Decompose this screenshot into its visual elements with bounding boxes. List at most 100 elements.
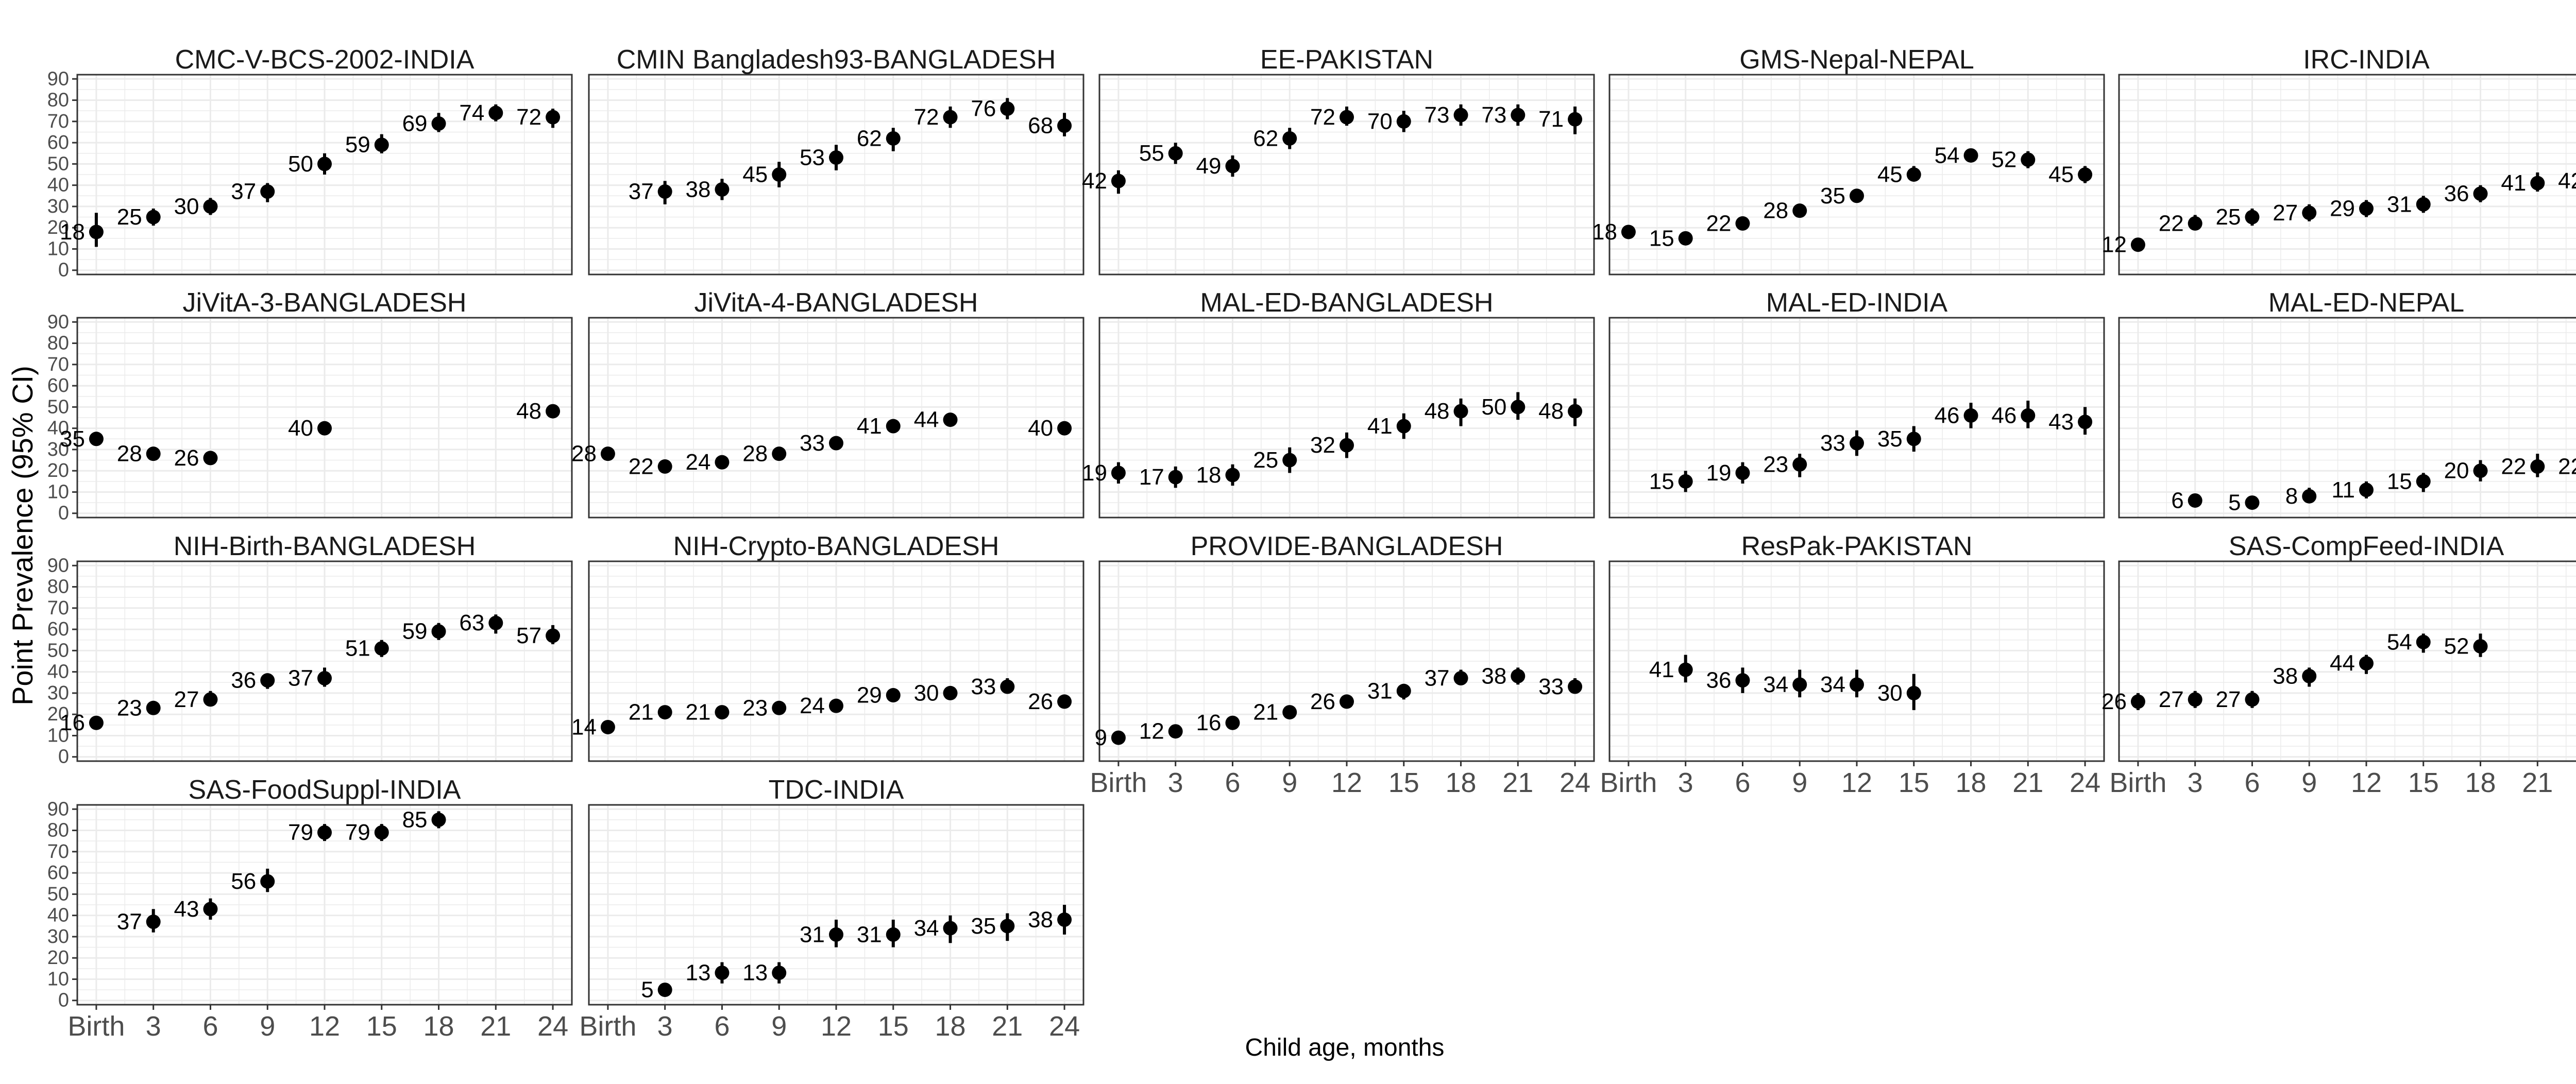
data-label: 54 [1935,143,1960,168]
y-tick-label: 0 [58,746,69,768]
panel-border [1098,74,1595,276]
panel-border [1098,317,1595,519]
panel-title: IRC-INDIA [2303,45,2430,75]
data-point [1735,466,1750,480]
y-tick-label: 60 [47,618,69,640]
data-point [146,210,161,225]
data-label: 46 [1935,403,1960,428]
data-point [1282,131,1297,146]
data-point [146,915,161,930]
data-point [2130,237,2145,252]
data-point [2473,463,2488,478]
data-point [657,983,672,997]
data-label: 21 [629,700,654,725]
panel-title: MAL-ED-INDIA [1766,288,1948,318]
y-tick-label: 30 [47,196,69,217]
data-label: 44 [2330,651,2355,676]
data-label: 48 [1425,399,1450,424]
data-label: 38 [1481,663,1506,689]
data-label: 45 [1877,162,1903,187]
data-point [600,719,615,734]
data-label: 45 [742,162,768,187]
data-point [260,673,275,688]
data-point [715,705,730,720]
data-label: 37 [117,909,142,935]
data-point [2416,634,2431,649]
y-tick-label: 10 [47,481,69,503]
data-point [1511,108,1526,123]
x-tick-label: 9 [2301,767,2317,798]
x-tick-label: 18 [423,1011,454,1042]
data-label: 53 [800,145,825,170]
data-label: 30 [174,194,199,219]
x-tick-label: 21 [480,1011,511,1042]
data-point [829,436,843,451]
data-point [1000,919,1015,934]
x-tick-label: 9 [260,1011,275,1042]
data-point [1568,404,1583,419]
data-point [1850,436,1864,451]
y-tick-label: 0 [58,260,69,281]
data-point [488,106,503,121]
data-point [1111,466,1126,480]
data-point [2302,205,2317,220]
x-tick-label: 21 [992,1011,1023,1042]
data-point [2530,459,2545,474]
data-label: 36 [1706,668,1732,693]
data-point [1906,167,1921,182]
data-label: 72 [914,105,939,130]
data-label: 20 [2444,458,2469,484]
panel-3: EE-PAKISTAN 42 55 49 62 72 70 73 73 71 [1082,45,1595,276]
panel-border [588,317,1084,519]
data-point [89,225,104,239]
panel-title: NIH-Birth-BANGLADESH [174,531,476,561]
data-label: 69 [402,111,428,136]
data-point [715,966,730,980]
data-label: 27 [2159,687,2184,712]
data-label: 24 [800,693,825,718]
data-label: 79 [288,820,313,845]
panels-layer: CMC-V-BCS-2002-INDIA01020304050607080901… [47,45,2576,1042]
data-label: 25 [1253,448,1278,473]
data-point [2078,167,2093,182]
x-tick-label: 24 [2070,767,2100,798]
data-label: 41 [857,414,882,439]
x-tick-label: 9 [771,1011,787,1042]
data-label: 22 [629,454,654,479]
data-point [2188,216,2202,231]
data-label: 48 [1538,399,1564,424]
data-point [943,685,958,700]
data-label: 41 [1367,414,1393,439]
x-tick-label: 24 [537,1011,568,1042]
data-point [1396,114,1411,129]
data-label: 27 [2216,687,2241,712]
data-label: 31 [1367,678,1393,703]
data-point [2530,176,2545,191]
data-point [2245,692,2260,707]
data-point [772,966,787,980]
data-point [829,698,843,713]
data-point [2245,210,2260,225]
data-label: 30 [914,680,939,706]
x-tick-label: 24 [1049,1011,1080,1042]
data-label: 72 [516,105,541,130]
data-label: 48 [516,399,541,424]
data-point [657,459,672,474]
data-label: 52 [2444,634,2469,659]
x-tick-label: 6 [2244,767,2260,798]
data-point [1057,421,1072,436]
data-label: 46 [1991,403,2016,428]
data-label: 18 [60,219,85,245]
data-point [1906,432,1921,446]
y-tick-label: 30 [47,926,69,948]
data-label: 19 [1706,460,1732,486]
data-point [89,432,104,446]
data-label: 43 [174,897,199,922]
x-tick-label: Birth [2109,767,2166,798]
data-point [2188,493,2202,508]
data-label: 23 [117,695,142,720]
y-tick-label: 30 [47,682,69,704]
data-label: 22 [2159,211,2184,236]
data-label: 70 [1367,109,1393,134]
